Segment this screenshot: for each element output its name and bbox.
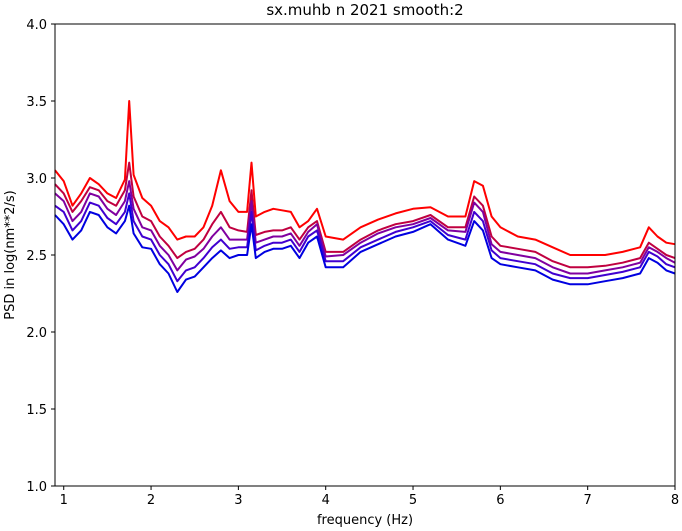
x-tick-label: 2: [147, 493, 155, 508]
y-tick-label: 1.5: [26, 403, 47, 418]
chart-title: sx.muhb n 2021 smooth:2: [266, 1, 463, 19]
y-tick-label: 3.0: [26, 172, 47, 187]
x-tick-label: 7: [584, 493, 592, 508]
x-axis-title: frequency (Hz): [317, 513, 413, 528]
series-line-4: [54, 192, 676, 283]
y-axis: 1.0 1.5 2.0 2.5 3.0 3.5 4.0: [26, 18, 55, 495]
x-tick-label: 1: [60, 493, 68, 508]
x-tick-label: 4: [322, 493, 330, 508]
x-tick-label: 3: [234, 493, 242, 508]
series-line-3: [54, 180, 676, 275]
y-tick-label: 2.0: [26, 326, 47, 341]
y-tick-label: 4.0: [26, 18, 47, 33]
y-tick-label: 3.5: [26, 95, 47, 110]
series-line-1: [54, 100, 676, 256]
y-tick-label: 2.5: [26, 249, 47, 264]
series-line-2: [54, 161, 676, 269]
x-tick-label: 5: [409, 493, 417, 508]
y-axis-title: PSD in log(nm**2/s): [3, 190, 18, 320]
y-tick-label: 1.0: [26, 480, 47, 495]
x-tick-label: 6: [496, 493, 504, 508]
x-tick-label: 8: [671, 493, 679, 508]
x-axis: 1 2 3 4 5 6 7 8: [60, 486, 679, 508]
series-line-5: [54, 204, 676, 293]
series-layer: [54, 100, 676, 293]
